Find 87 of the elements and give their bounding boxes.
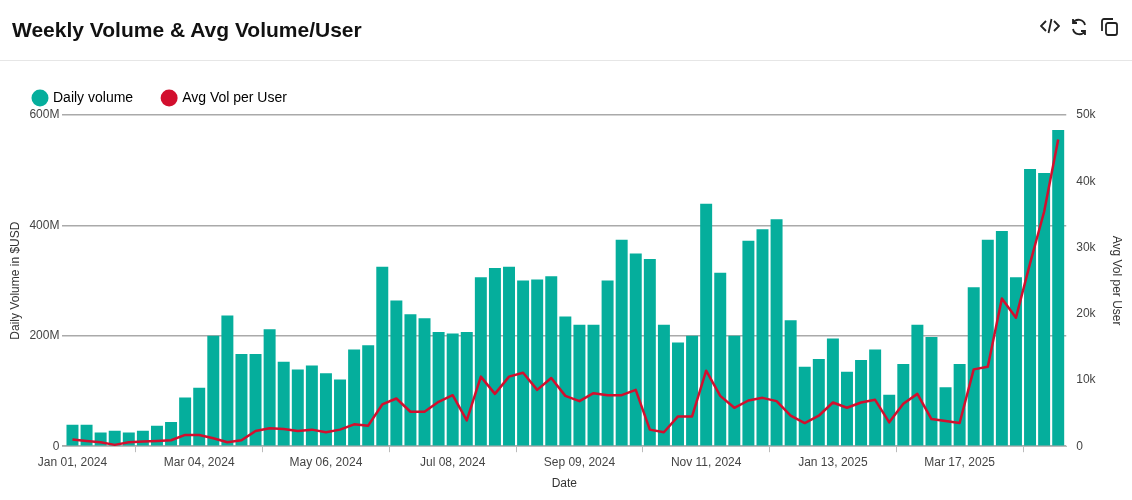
y-tick-label: 600M — [29, 107, 60, 122]
bar — [1024, 169, 1037, 446]
y-axis-title: Daily Volume in $USD — [7, 221, 22, 340]
bar — [855, 360, 868, 446]
bar — [1052, 129, 1065, 446]
bar — [601, 280, 614, 446]
bar — [291, 369, 304, 446]
bar — [432, 331, 445, 446]
bar — [390, 300, 403, 446]
bar — [840, 371, 853, 446]
x-tick-label: Jan 01, 2024 — [37, 454, 108, 469]
bar — [995, 230, 1008, 446]
x-tick-label: Mar 04, 2024 — [163, 454, 235, 469]
x-tick-label: Mar 17, 2025 — [924, 454, 996, 469]
y2-tick-label: 50k — [1076, 107, 1097, 122]
chart-title: Weekly Volume & Avg Volume/User — [12, 18, 362, 42]
bar — [446, 333, 459, 446]
bar — [826, 338, 839, 446]
bar — [573, 324, 586, 446]
bar — [221, 315, 234, 446]
bar — [460, 331, 473, 446]
x-tick-label: Sep 09, 2024 — [543, 454, 616, 469]
y2-tick-label: 40k — [1076, 173, 1097, 188]
x-tick-label: May 06, 2024 — [289, 454, 363, 469]
bar — [939, 387, 952, 446]
bar — [897, 363, 910, 446]
bar — [263, 329, 276, 446]
bar — [249, 354, 262, 446]
bar — [277, 361, 290, 446]
bar — [981, 239, 994, 446]
bar — [305, 365, 318, 446]
bar — [869, 349, 882, 446]
bar — [925, 336, 938, 446]
bar — [531, 279, 544, 446]
bar — [348, 349, 361, 446]
bar — [770, 219, 783, 446]
bar — [686, 335, 699, 446]
bar — [967, 287, 980, 446]
y2-tick-label: 0 — [1076, 438, 1084, 453]
bar — [179, 397, 192, 446]
bar — [362, 345, 375, 446]
bar — [376, 266, 389, 446]
y2-axis-title: Avg Vol per User — [1110, 235, 1125, 326]
y2-tick-label: 20k — [1076, 306, 1097, 321]
legend-label: Daily volume — [53, 88, 134, 105]
x-tick-label: Nov 11, 2024 — [670, 454, 742, 469]
bar — [756, 229, 769, 446]
bar — [911, 324, 924, 446]
x-tick-label: Jan 13, 2025 — [798, 454, 868, 469]
bar — [812, 358, 825, 446]
y-tick-label: 400M — [29, 217, 60, 232]
bar — [629, 253, 642, 446]
bar — [672, 342, 684, 446]
bar — [193, 387, 206, 446]
bar — [334, 379, 347, 446]
bar — [207, 335, 220, 446]
x-axis-title: Date — [551, 476, 578, 491]
bar — [953, 363, 966, 446]
bar — [742, 240, 755, 446]
y-tick-label: 0 — [52, 438, 60, 453]
bar — [503, 266, 515, 446]
y2-tick-label: 10k — [1076, 372, 1097, 387]
bar — [319, 373, 332, 446]
bar — [474, 277, 487, 446]
bar — [643, 259, 656, 446]
bar — [1009, 277, 1022, 446]
bar — [728, 335, 741, 446]
bar — [657, 324, 670, 446]
legend-label: Avg Vol per User — [182, 88, 288, 105]
bar — [517, 280, 530, 446]
bar — [798, 366, 811, 446]
bar — [404, 314, 417, 446]
bar — [784, 320, 797, 446]
bar — [883, 394, 896, 446]
bar — [1038, 172, 1051, 446]
bar — [418, 318, 431, 446]
y-tick-label: 200M — [29, 328, 60, 343]
bar — [700, 203, 713, 446]
bar — [488, 267, 501, 446]
bar — [545, 276, 558, 446]
bar — [235, 354, 248, 446]
y2-tick-label: 30k — [1076, 239, 1097, 254]
bar — [559, 316, 572, 446]
bar — [615, 239, 628, 446]
bar — [714, 272, 727, 446]
bar — [66, 424, 79, 446]
x-tick-label: Jul 08, 2024 — [419, 454, 486, 469]
